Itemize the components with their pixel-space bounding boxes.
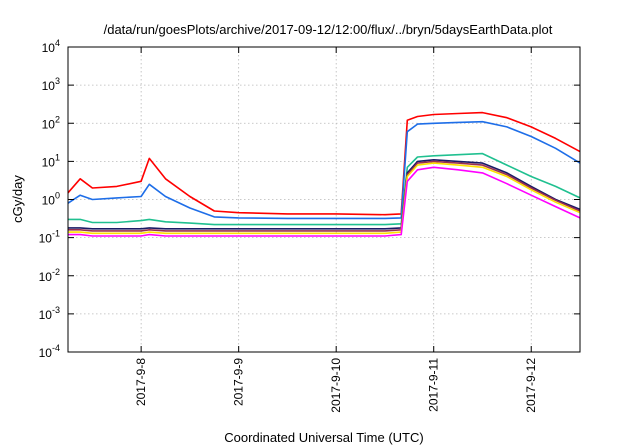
y-axis-label: cGy/day <box>10 175 25 223</box>
y-tick-label: 10-2 <box>39 267 60 284</box>
series-line-2 <box>67 120 581 220</box>
y-tick-label: 104 <box>42 38 60 55</box>
grid <box>68 46 580 353</box>
x-tick-label: 2017-9-8 <box>134 358 148 406</box>
y-tick-label: 103 <box>42 76 60 93</box>
series-layer <box>67 111 581 237</box>
series-line-5 <box>68 160 581 232</box>
x-tick-label: 2017-9-9 <box>232 358 246 406</box>
x-axis: 2017-9-8 2017-9-9 2017-9-10 2017-9-11 2017-9… <box>134 47 538 413</box>
series-line-1 <box>67 111 581 216</box>
x-tick-label: 2017-9-10 <box>329 358 343 413</box>
y-tick-label: 10-1 <box>39 229 60 246</box>
x-axis-label: Coordinated Universal Time (UTC) <box>224 430 423 445</box>
y-axis: 10-4 10-3 10-2 10-1 100 101 102 103 104 <box>39 38 580 360</box>
y-tick-label: 101 <box>42 152 60 169</box>
x-tick-label: 2017-9-12 <box>524 358 538 413</box>
y-tick-label: 10-3 <box>39 305 60 322</box>
chart-title: /data/run/goesPlots/archive/2017-09-12/1… <box>104 22 553 37</box>
series-line-7 <box>68 166 581 237</box>
x-tick-label: 2017-9-11 <box>427 358 441 412</box>
y-tick-label: 102 <box>42 114 60 131</box>
y-tick-label: 100 <box>42 191 60 208</box>
y-tick-label: 10-4 <box>39 343 60 360</box>
series-line-4 <box>68 159 581 230</box>
series-line-6 <box>68 162 581 235</box>
series-line-3 <box>68 152 581 226</box>
